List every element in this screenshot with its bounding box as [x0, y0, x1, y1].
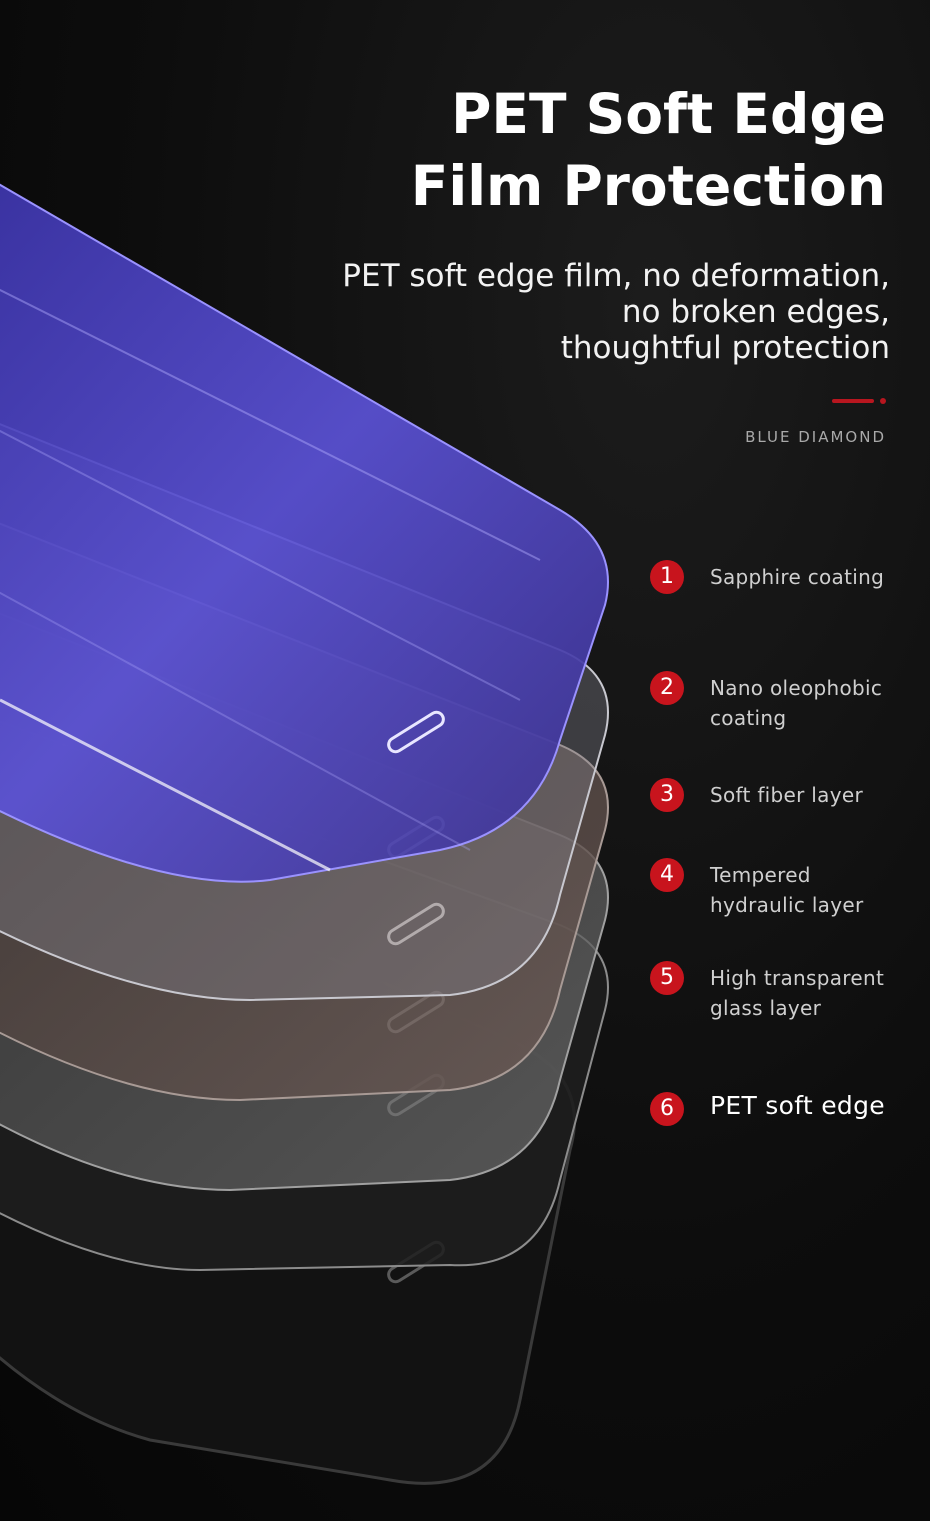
feature-label: PET soft edge: [710, 1091, 910, 1121]
feature-number-badge: 2: [650, 671, 684, 705]
page-title: PET Soft Edge Film Protection: [186, 78, 886, 222]
feature-label-line-2: glass layer: [710, 996, 822, 1020]
layer-sapphire: [0, 183, 609, 883]
title-line-2: Film Protection: [410, 154, 886, 218]
feature-number-badge: 6: [650, 1092, 684, 1126]
feature-label-line-2: hydraulic layer: [710, 893, 864, 917]
accent-bar: [832, 399, 874, 403]
feature-number-badge: 1: [650, 560, 684, 594]
title-line-1: PET Soft Edge: [451, 82, 886, 146]
feature-label-line-1: Tempered: [710, 863, 811, 887]
feature-item-sapphire: 1 Sapphire coating: [650, 560, 910, 594]
feature-label-line-1: Sapphire coating: [710, 565, 885, 589]
feature-item-oleophobic: 2 Nano oleophobic coating: [650, 671, 910, 733]
feature-number-badge: 4: [650, 858, 684, 892]
feature-item-tempered: 4 Tempered hydraulic layer: [650, 858, 910, 920]
feature-label: Tempered hydraulic layer: [710, 860, 910, 920]
feature-item-pet-soft-edge: 6 PET soft edge: [650, 1091, 910, 1126]
feature-label: Soft fiber layer: [710, 780, 910, 810]
feature-label: Sapphire coating: [710, 562, 910, 592]
feature-label-line-1: High transparent: [710, 966, 885, 990]
feature-label: Nano oleophobic coating: [710, 673, 910, 733]
feature-number-badge: 5: [650, 961, 684, 995]
subtitle-line-1: PET soft edge film, no deformation,: [342, 258, 890, 294]
accent-dot: [880, 398, 886, 404]
subtitle-line-3: thoughtful protection: [560, 330, 890, 366]
feature-item-transparent-glass: 5 High transparent glass layer: [650, 961, 910, 1023]
page-subtitle: PET soft edge film, no deformation, no b…: [250, 258, 890, 366]
feature-label-line-1: Soft fiber layer: [710, 783, 863, 807]
feature-label-line-1: PET soft edge: [710, 1091, 885, 1120]
feature-label-line-2: coating: [710, 706, 787, 730]
subtitle-line-2: no broken edges,: [621, 294, 890, 330]
feature-number-badge: 3: [650, 778, 684, 812]
feature-item-soft-fiber: 3 Soft fiber layer: [650, 778, 910, 812]
brand-name: BLUE DIAMOND: [745, 428, 886, 446]
feature-label-line-1: Nano oleophobic: [710, 676, 883, 700]
feature-label: High transparent glass layer: [710, 963, 910, 1023]
